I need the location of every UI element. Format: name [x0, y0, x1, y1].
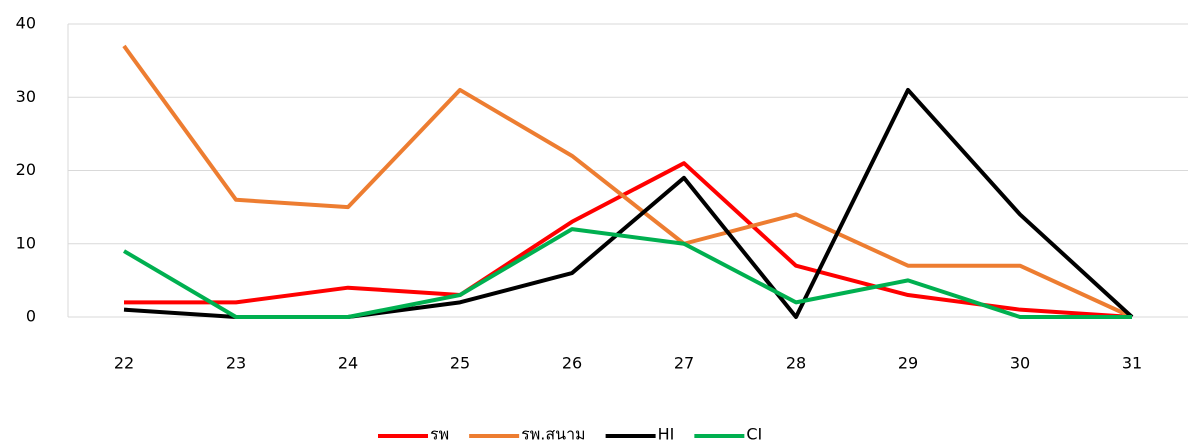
y-tick-label: 40: [16, 14, 36, 33]
series-line: [122, 44, 1133, 319]
legend-label: รพ: [430, 425, 449, 444]
x-tick-label: 25: [450, 354, 470, 373]
y-tick-label: 20: [16, 160, 36, 179]
x-tick-label: 29: [898, 354, 918, 373]
x-tick-label: 23: [226, 354, 246, 373]
y-tick-label: 10: [16, 233, 36, 252]
x-tick-label: 27: [674, 354, 694, 373]
series-line: [122, 227, 1132, 319]
x-tick-label: 30: [1010, 354, 1030, 373]
x-tick-label: 28: [786, 354, 806, 373]
x-tick-label: 26: [562, 354, 582, 373]
y-tick-label: 0: [26, 307, 36, 326]
y-tick-label: 30: [16, 87, 36, 106]
legend-label: รพ.สนาม: [521, 425, 585, 444]
legend-label: HI: [658, 425, 675, 444]
legend-label: CI: [746, 425, 762, 444]
series-line: [124, 161, 1133, 319]
x-tick-label: 22: [114, 354, 134, 373]
x-tick-label: 24: [338, 354, 358, 373]
x-tick-label: 31: [1122, 354, 1142, 373]
